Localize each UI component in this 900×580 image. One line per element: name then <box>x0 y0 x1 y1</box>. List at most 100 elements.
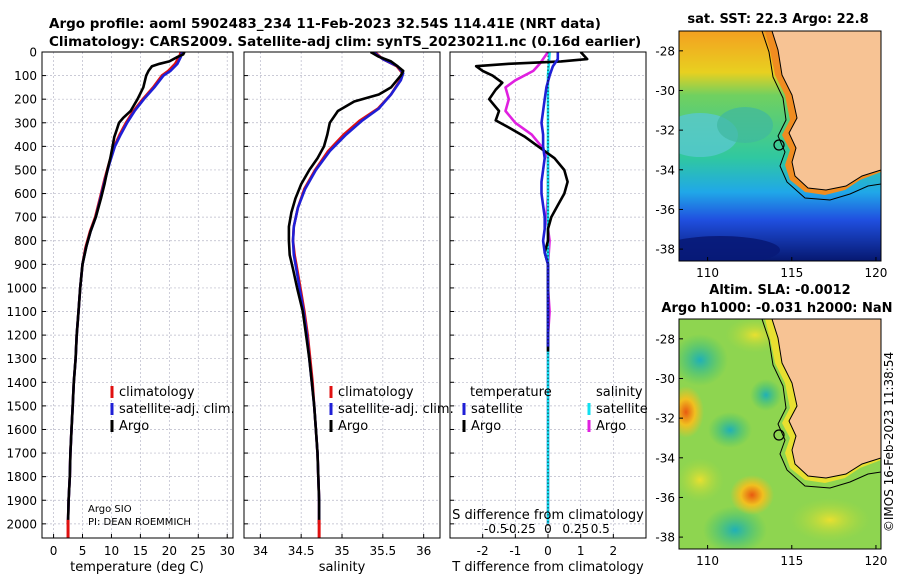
legend-s-argo: Argo <box>596 419 626 434</box>
depth-tick-label: 300 <box>14 116 37 130</box>
imos-credit: ©IMOS 16-Feb-2023 11:38:54 <box>882 352 896 532</box>
map-x-tick-label: 110 <box>696 554 719 568</box>
legend-climatology: climatology <box>119 385 195 400</box>
temperature-grid <box>42 51 233 538</box>
x-tick-label: -2 <box>477 544 489 558</box>
x-tick-label: 2 <box>610 544 618 558</box>
s-diff-tick-label: -0.25 <box>505 522 536 536</box>
depth-tick-label: 400 <box>14 140 37 154</box>
map-x-tick-label: 115 <box>780 266 803 280</box>
sla-map: Altim. SLA: -0.0012 Argo h1000: -0.031 h… <box>655 283 892 568</box>
temperature-x-axis: 0 5 10 15 20 25 30 <box>50 544 235 558</box>
depth-tick-label: 900 <box>14 258 37 272</box>
depth-tick-label: 0 <box>29 46 37 60</box>
sst-deep-patch <box>679 236 780 261</box>
sla-low-patch <box>703 506 767 549</box>
depth-tick-label: 1600 <box>6 423 37 437</box>
depth-tick-label: 1000 <box>6 281 37 295</box>
legend-satellite-adj: satellite-adj. clim. <box>338 402 454 417</box>
temperature-frame <box>41 51 234 539</box>
map-y-tick-label: -36 <box>655 203 675 217</box>
sla-high-patch <box>679 386 704 438</box>
x-tick-label: 0 <box>544 544 552 558</box>
depth-tick-label: 1500 <box>6 399 37 413</box>
s-diff-tick-label: 0.5 <box>591 522 610 536</box>
float-institution: Argo SIO <box>88 504 132 515</box>
temperature-panel: 0100200300400500600700800900100011001200… <box>6 46 234 576</box>
salinity-grid <box>244 51 440 538</box>
sla-map-title: Altim. SLA: -0.0012 <box>709 283 850 298</box>
float-pi: PI: DEAN ROEMMICH <box>88 517 191 528</box>
difference-legend: temperature salinity satellite Argo sate… <box>462 385 648 434</box>
s-diff-tick-label: 0.25 <box>562 522 589 536</box>
legend-t-satellite: satellite <box>471 402 523 417</box>
sla-isobath <box>761 319 881 489</box>
map-y-tick-label: -34 <box>655 163 675 177</box>
x-tick-label: 36 <box>416 544 431 558</box>
t-difference-xlabel: T difference from climatology <box>451 560 644 575</box>
sla-low-patch <box>708 412 752 448</box>
salinity-panel: 34 34.5 35 35.5 36 salinity climatology sate… <box>243 51 454 575</box>
temperature-profiles <box>66 52 186 538</box>
legend-argo: Argo <box>338 419 368 434</box>
depth-tick-label: 500 <box>14 163 37 177</box>
salinity-legend: climatology satellite-adj. clim. Argo <box>329 385 454 434</box>
sst-map-title: sat. SST: 22.3 Argo: 22.8 <box>687 12 868 27</box>
sst-cool-patch <box>717 107 773 143</box>
map-x-tick-label: 120 <box>864 554 887 568</box>
x-tick-label: 30 <box>220 544 235 558</box>
depth-tick-label: 200 <box>14 93 37 107</box>
map-y-tick-label: -32 <box>655 412 675 426</box>
s-difference-xlabel: S difference from climatology <box>452 508 644 523</box>
depth-tick-label: 100 <box>14 69 37 83</box>
x-tick-label: 10 <box>104 544 119 558</box>
salinity-xlabel: salinity <box>319 560 366 575</box>
x-tick-label: 1 <box>577 544 585 558</box>
sla-map-axes: 110 115 120 -28 -30 -32 -34 -36 -38 <box>655 332 887 568</box>
profile-line-t-argo <box>474 52 589 352</box>
salinity-x-axis: 34 34.5 35 35.5 36 <box>253 544 432 558</box>
depth-axis: 0 100 200 300 400 500 600 700 800 900 1000 1100 1200… <box>6 46 37 532</box>
profile-line-t-satellite <box>540 52 560 347</box>
sst-map-frame <box>678 30 882 262</box>
profile-line-argo <box>66 52 186 524</box>
sla-land <box>771 319 881 479</box>
sla-low-patch <box>750 379 782 411</box>
sst-float-marker <box>773 139 785 151</box>
depth-tick-label: 1900 <box>6 494 37 508</box>
depth-tick-label: 1400 <box>6 376 37 390</box>
profile-line-argo <box>287 52 405 524</box>
map-x-tick-label: 110 <box>696 266 719 280</box>
map-y-tick-label: -28 <box>655 332 675 346</box>
depth-tick-label: 1300 <box>6 352 37 366</box>
sla-map-subtitle: Argo h1000: -0.031 h2000: NaN <box>661 301 892 316</box>
map-x-tick-label: 120 <box>864 266 887 280</box>
sst-map: sat. SST: 22.3 Argo: 22.8 110 115 120 -28 -3… <box>655 12 887 280</box>
difference-panel: -2 -1 0 1 2 -0.5-0.25 0 0.25 0.5 T difference f… <box>449 51 648 575</box>
x-tick-label: -1 <box>509 544 521 558</box>
sla-map-frame <box>678 318 882 550</box>
sla-low-patch <box>679 334 728 386</box>
temperature-xlabel: temperature (deg C) <box>70 560 204 575</box>
legend-climatology: climatology <box>338 385 414 400</box>
figure-title-line1: Argo profile: aoml 5902483_234 11-Feb-20… <box>49 16 601 32</box>
x-tick-label: 25 <box>191 544 206 558</box>
legend-argo: Argo <box>119 419 149 434</box>
x-tick-label: 34 <box>253 544 268 558</box>
sla-high-patch <box>730 475 774 515</box>
legend-satellite-adj: satellite-adj. clim. <box>119 402 235 417</box>
t-difference-x-axis: -2 -1 0 1 2 <box>477 544 617 558</box>
legend-s-satellite: satellite <box>596 402 648 417</box>
depth-tick-label: 1100 <box>6 305 37 319</box>
x-tick-label: 35 <box>334 544 349 558</box>
x-tick-label: 5 <box>79 544 87 558</box>
map-y-tick-label: -28 <box>655 44 675 58</box>
sla-yellow-patch <box>790 498 870 542</box>
sst-land <box>771 31 881 191</box>
depth-tick-label: 600 <box>14 187 37 201</box>
map-y-tick-label: -36 <box>655 491 675 505</box>
difference-frame <box>449 51 647 539</box>
salinity-profiles <box>287 52 405 538</box>
salinity-frame <box>243 51 441 539</box>
legend-temperature-title: temperature <box>470 385 552 400</box>
